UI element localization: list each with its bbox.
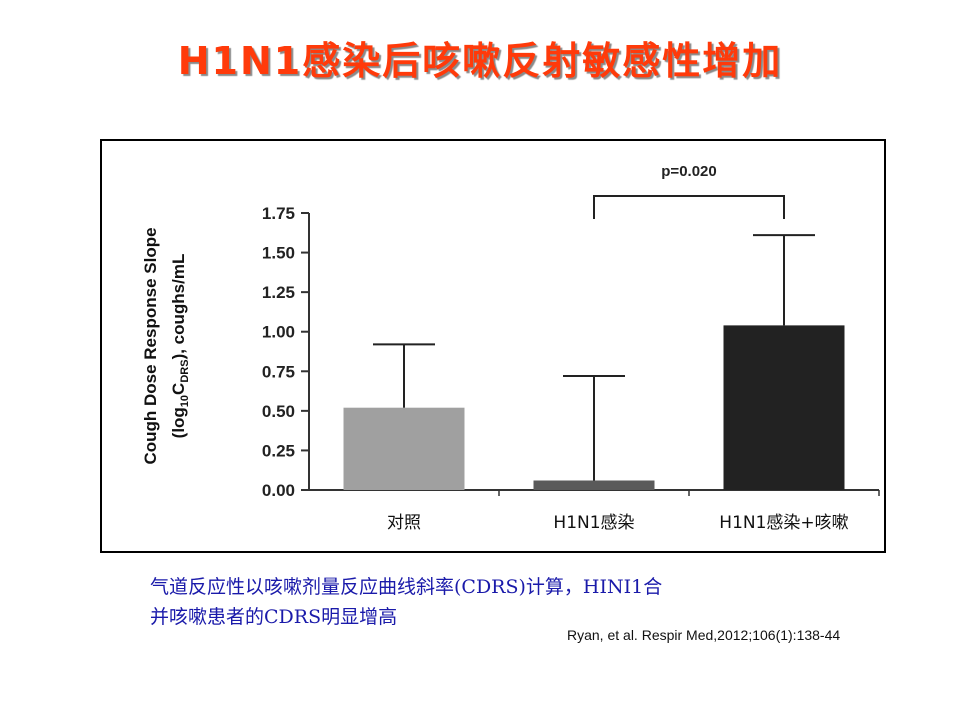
x-tick-label: 对照 [387,513,421,533]
y-axis-label-line2: (log10CDRS), coughs/mL [169,254,191,439]
chart-frame: Cough Dose Response Slope (log10CDRS), c… [100,139,886,553]
y-tick-label: 1.00 [262,323,295,342]
x-tick-labels: 对照 H1N1感染 H1N1感染+咳嗽 [387,513,849,533]
y-axis-label-line1: Cough Dose Response Slope [141,227,160,464]
y-axis-label-sub2: DRS [179,359,191,382]
y-tick-label: 1.50 [262,244,295,263]
y-axis-label: Cough Dose Response Slope (log10CDRS), c… [141,227,191,464]
y-tick-label: 0.00 [262,481,295,500]
y-tick-label: 1.25 [262,283,295,302]
y-tick-label: 0.50 [262,402,295,421]
y-axis-label-suffix: ), coughs/mL [169,254,188,360]
y-tick-label: 0.25 [262,441,295,460]
bar-3 [723,325,845,490]
citation: Ryan, et al. Respir Med,2012;106(1):138-… [567,627,841,643]
x-tick-label: H1N1感染+咳嗽 [719,513,848,533]
significance-annotation: p=0.020 [593,163,785,219]
bar-2 [533,480,655,490]
caption-line-2: 并咳嗽患者的CDRS明显增高 [150,606,398,628]
bar-1 [343,407,465,490]
caption: 气道反应性以咳嗽剂量反应曲线斜率(CDRS)计算，HINI1合 并咳嗽患者的CD… [150,572,850,632]
error-bars [373,234,815,481]
bar-chart: Cough Dose Response Slope (log10CDRS), c… [141,163,880,533]
p-value-label: p=0.020 [661,163,716,180]
x-tick-label: H1N1感染 [553,513,634,533]
y-tick-label: 1.75 [262,204,295,223]
y-axis-label-prefix: (log [169,407,188,438]
significance-bracket [593,195,785,219]
slide-title: H1N1感染后咳嗽反射敏感性增加 [177,39,783,83]
y-axis-label-mid: C [169,383,188,395]
y-axis-label-sub1: 10 [179,395,191,407]
y-tick-label: 0.75 [262,362,295,381]
caption-line-1: 气道反应性以咳嗽剂量反应曲线斜率(CDRS)计算，HINI1合 [150,576,663,598]
bars [343,325,845,490]
